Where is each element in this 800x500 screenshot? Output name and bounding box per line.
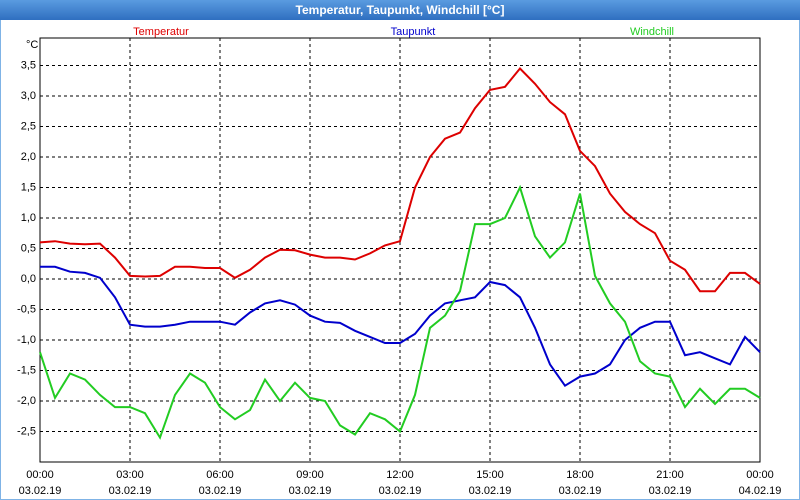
y-tick-label: 3,5 bbox=[21, 59, 36, 71]
legend-label: Windchill bbox=[630, 26, 674, 38]
y-tick-label: -2,0 bbox=[17, 395, 36, 407]
plot-border bbox=[39, 37, 761, 463]
x-tick-date: 03.02.19 bbox=[109, 485, 152, 497]
title-bar bbox=[0, 0, 800, 20]
window-title: Temperatur, Taupunkt, Windchill [°C] bbox=[296, 3, 505, 17]
x-tick-date: 03.02.19 bbox=[469, 485, 512, 497]
y-tick-label: 2,0 bbox=[21, 151, 36, 163]
series-line bbox=[39, 184, 761, 440]
x-tick-date: 03.02.19 bbox=[199, 485, 242, 497]
legend-label: Taupunkt bbox=[391, 26, 436, 38]
y-tick-label: -2,5 bbox=[17, 425, 36, 437]
series-line bbox=[39, 67, 761, 293]
y-tick-label: 1,0 bbox=[21, 212, 36, 224]
x-tick-date: 03.02.19 bbox=[649, 485, 692, 497]
x-tick-label: 00:00 bbox=[26, 469, 54, 481]
x-tick-label: 12:00 bbox=[386, 469, 414, 481]
x-tick-label: 06:00 bbox=[206, 469, 234, 481]
x-tick-label: 15:00 bbox=[476, 469, 504, 481]
x-tick-date: 03.02.19 bbox=[289, 485, 332, 497]
x-tick-label: 03:00 bbox=[116, 469, 144, 481]
y-unit: °C bbox=[26, 39, 38, 51]
x-tick-date: 03.02.19 bbox=[19, 485, 62, 497]
series-line bbox=[40, 265, 761, 388]
y-tick-label: -1,0 bbox=[17, 334, 36, 346]
x-tick-label: 00:00 bbox=[746, 469, 774, 481]
y-tick-label: 0,0 bbox=[21, 273, 36, 285]
y-tick-label: 0,5 bbox=[21, 242, 36, 254]
legend-label: Temperatur bbox=[133, 26, 189, 38]
x-tick-date: 03.02.19 bbox=[559, 485, 602, 497]
y-tick-label: 3,0 bbox=[21, 90, 36, 102]
y-tick-label: 2,5 bbox=[21, 120, 36, 132]
y-tick-label: -0,5 bbox=[17, 303, 36, 315]
x-tick-date: 03.02.19 bbox=[379, 485, 422, 497]
x-tick-label: 18:00 bbox=[566, 469, 594, 481]
y-tick-label: 1,5 bbox=[21, 181, 36, 193]
x-tick-label: 21:00 bbox=[656, 469, 684, 481]
x-tick-date: 04.02.19 bbox=[739, 485, 782, 497]
y-tick-label: -1,5 bbox=[17, 364, 36, 376]
x-tick-label: 09:00 bbox=[296, 469, 324, 481]
